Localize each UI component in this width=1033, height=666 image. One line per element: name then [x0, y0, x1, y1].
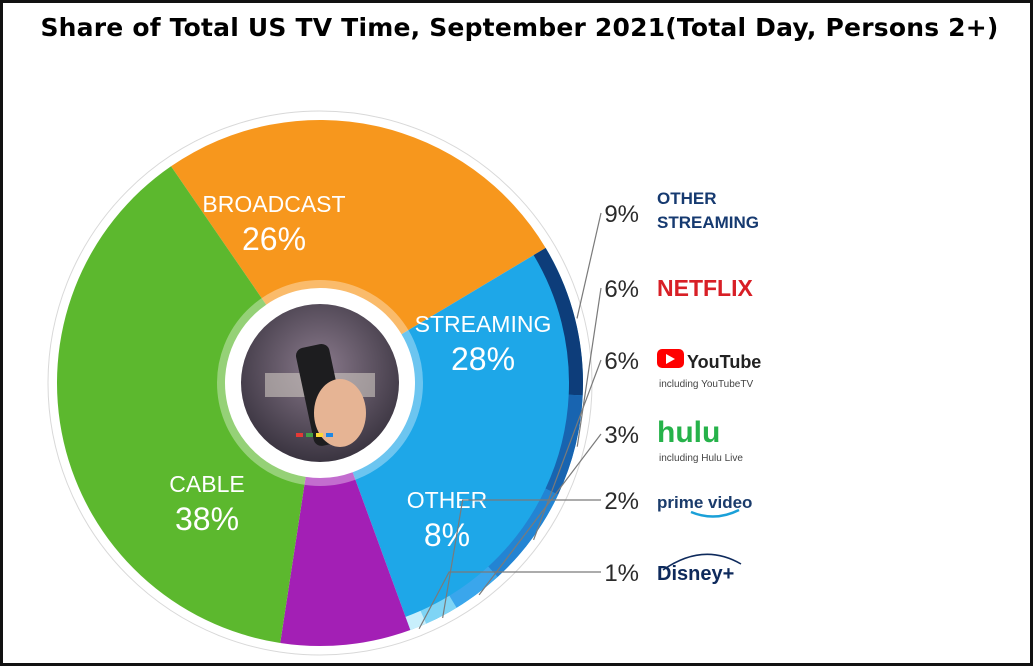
streaming-band-youtube: [488, 488, 559, 577]
legend-value-prime-video: 2%: [604, 488, 639, 515]
legend: 9% OTHER STREAMING 6% NETFLIX 6% YouTube includ…: [418, 189, 761, 630]
legend-sub-youtube: including YouTubeTV: [659, 379, 753, 390]
slice-value-broadcast: 26%: [242, 221, 306, 257]
streaming-band-other-streaming: [533, 247, 583, 396]
slice-value-streaming: 28%: [451, 341, 515, 377]
legend-name-netflix: NETFLIX: [657, 275, 753, 301]
legend-name-hulu: hulu: [657, 416, 720, 449]
inner-ring: [217, 280, 423, 486]
play-icon: [666, 354, 675, 364]
slice-label-streaming: STREAMING: [415, 311, 552, 337]
pie-slice-cable: [56, 166, 306, 643]
pie-slice-other: [280, 472, 411, 646]
legend-name-prime-video: prime video: [657, 493, 752, 512]
streaming-band-prime-video: [420, 595, 457, 624]
disney-arc-icon: [662, 553, 742, 571]
streaming-band-netflix: [545, 394, 583, 495]
leader-line-other-streaming: [576, 212, 602, 319]
leader-line-netflix: [576, 287, 602, 447]
streaming-band-hulu: [449, 566, 498, 608]
legend-value-other-streaming: 9%: [604, 201, 639, 228]
leader-line-disney-: [418, 571, 601, 630]
pie-chart: BROADCAST26%STREAMING28%OTHER8%CABLE38% …: [47, 110, 761, 656]
legend-name-disney-: Disney+: [657, 563, 734, 585]
slice-value-other: 8%: [424, 517, 470, 553]
slice-label-cable: CABLE: [169, 471, 244, 497]
leader-line-hulu: [478, 433, 602, 596]
slice-value-cable: 38%: [175, 501, 239, 537]
legend-value-hulu: 3%: [604, 422, 639, 449]
legend-value-netflix: 6%: [604, 276, 639, 303]
prime-smile-icon: [690, 508, 740, 518]
leader-line-youtube: [533, 359, 602, 541]
leader-line-prime-video: [442, 499, 601, 619]
legend-sub-hulu: including Hulu Live: [659, 453, 743, 464]
pie-slice-broadcast: [171, 120, 546, 335]
legend-value-youtube: 6%: [604, 348, 639, 375]
legend-name-other-streaming: OTHER STREAMING: [657, 189, 759, 232]
remote-photo: [241, 304, 399, 462]
chart-title: Share of Total US TV Time, September 202…: [40, 13, 999, 42]
legend-value-disney-: 1%: [604, 560, 639, 587]
slice-label-broadcast: BROADCAST: [202, 191, 345, 217]
legend-name-youtube: YouTube: [687, 352, 761, 372]
